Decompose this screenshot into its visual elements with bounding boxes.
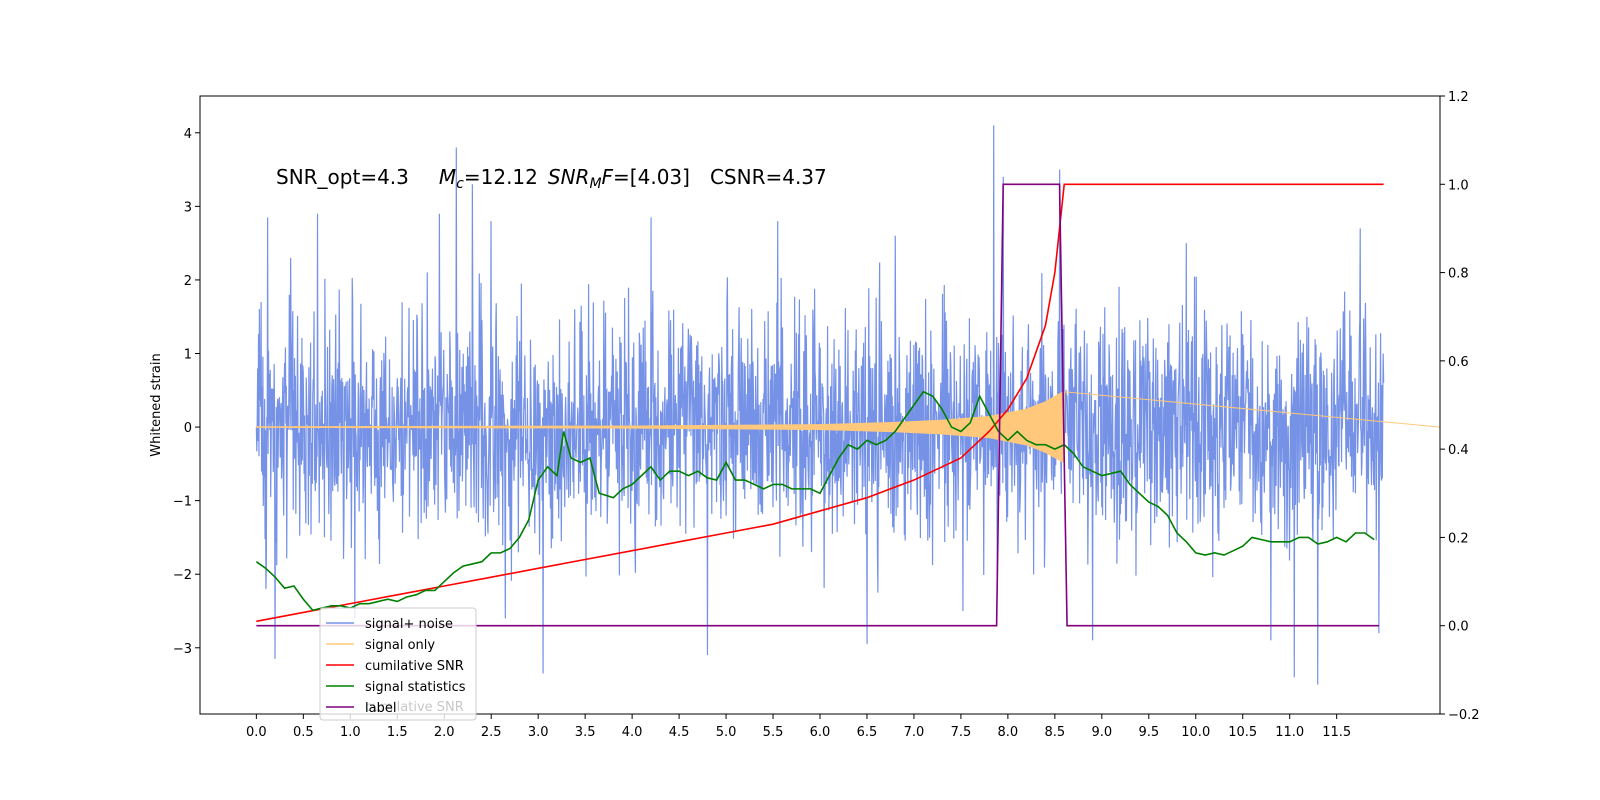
left-tick-label: 3 bbox=[184, 200, 192, 215]
snrmf-value: =[4.03] bbox=[613, 165, 690, 189]
left-tick-label: 1 bbox=[184, 348, 192, 363]
right-tick-label: −0.2 bbox=[1448, 708, 1480, 723]
x-tick-label: 11.0 bbox=[1275, 725, 1304, 740]
legend-label-label: label bbox=[365, 701, 396, 716]
csnr-text: CSNR=4.37 bbox=[710, 165, 827, 189]
series-signal-statistics-line bbox=[255, 390, 1375, 612]
legend-label-signal-noise: signal+ noise bbox=[365, 617, 453, 632]
x-tick-label: 9.5 bbox=[1138, 725, 1159, 740]
x-tick-label: 1.5 bbox=[387, 725, 408, 740]
x-tick-label: 10.5 bbox=[1228, 725, 1257, 740]
legend-ghost-text: cumilative SNR bbox=[365, 700, 464, 715]
series-signal-noise-line bbox=[255, 125, 1385, 685]
x-tick-label: 4.5 bbox=[669, 725, 690, 740]
x-tick-label: 10.0 bbox=[1181, 725, 1210, 740]
mc-symbol: M bbox=[439, 165, 456, 189]
right-tick-label: 1.0 bbox=[1448, 178, 1469, 193]
left-tick-label: −2 bbox=[173, 568, 192, 583]
left-axis: −3 −2 −1 0 1 2 3 4 bbox=[173, 127, 200, 657]
legend-box bbox=[319, 607, 477, 721]
x-tick-label: 3.0 bbox=[528, 725, 549, 740]
legend: cumilative SNR signal+ noise signal only… bbox=[319, 607, 477, 721]
x-tick-label: 6.0 bbox=[810, 725, 831, 740]
x-tick-label: 3.5 bbox=[575, 725, 596, 740]
right-tick-label: 0.8 bbox=[1448, 267, 1469, 282]
x-tick-label: 11.5 bbox=[1322, 725, 1351, 740]
series-cumulative-snr-line bbox=[256, 183, 1384, 623]
x-tick-label: 4.0 bbox=[622, 725, 643, 740]
x-tick-label: 8.0 bbox=[998, 725, 1019, 740]
left-tick-label: 4 bbox=[184, 127, 192, 142]
legend-label-signal-only: signal only bbox=[365, 638, 435, 653]
series-label-line bbox=[256, 183, 1379, 627]
x-tick-label: 2.0 bbox=[434, 725, 455, 740]
x-axis: 0.0 0.5 1.0 1.5 2.0 2.5 3.0 3.5 4.0 4.5 5.0 5.5 6.0 6… bbox=[246, 714, 1351, 740]
x-tick-label: 5.0 bbox=[716, 725, 737, 740]
legend-label-signal-statistics: signal statistics bbox=[365, 680, 466, 695]
snr-annotation: SNR_opt=4.3 Mc=12.12 SNRMF=[4.03] CSNR=4.37 bbox=[276, 165, 827, 192]
x-tick-label: 5.5 bbox=[763, 725, 784, 740]
x-tick-label: 2.5 bbox=[481, 725, 502, 740]
legend-label-cumulative-snr: cumilative SNR bbox=[365, 659, 464, 674]
x-tick-label: 8.5 bbox=[1045, 725, 1066, 740]
x-tick-label: 6.5 bbox=[857, 725, 878, 740]
right-axis: −0.2 0.0 0.2 0.4 0.6 0.8 1.0 1.2 bbox=[1440, 90, 1480, 723]
right-tick-label: 0.6 bbox=[1448, 355, 1469, 370]
mc-subscript: c bbox=[456, 176, 464, 192]
mc-value: =12.12 bbox=[464, 165, 538, 189]
snr-opt-text: SNR_opt=4.3 bbox=[276, 165, 409, 189]
right-tick-label: 0.4 bbox=[1448, 443, 1469, 458]
right-tick-label: 1.2 bbox=[1448, 90, 1469, 105]
right-tick-label: 0.2 bbox=[1448, 531, 1469, 546]
left-tick-label: −3 bbox=[173, 642, 192, 657]
snrmf-f: F bbox=[602, 165, 614, 189]
plot-area bbox=[255, 125, 1440, 685]
x-tick-label: 7.5 bbox=[951, 725, 972, 740]
left-tick-label: −1 bbox=[173, 495, 192, 510]
left-axis-label: Whitened strain bbox=[149, 353, 164, 456]
snrmf-symbol: SNR bbox=[548, 165, 590, 189]
series-signal-only-line bbox=[255, 391, 1440, 463]
x-tick-label: 7.0 bbox=[904, 725, 925, 740]
left-tick-label: 2 bbox=[184, 274, 192, 289]
left-tick-label: 0 bbox=[184, 421, 192, 436]
x-tick-label: 9.0 bbox=[1091, 725, 1112, 740]
right-tick-label: 0.0 bbox=[1448, 620, 1469, 635]
x-tick-label: 1.0 bbox=[340, 725, 361, 740]
x-tick-label: 0.5 bbox=[293, 725, 314, 740]
snrmf-subscript: M bbox=[589, 176, 601, 192]
x-tick-label: 0.0 bbox=[246, 725, 267, 740]
